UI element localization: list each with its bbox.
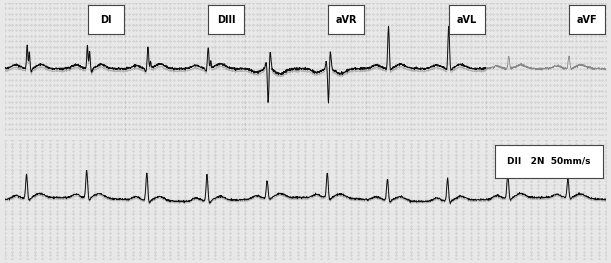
- Text: aVR: aVR: [335, 15, 357, 25]
- Text: aVL: aVL: [456, 15, 477, 25]
- Text: aVF: aVF: [577, 15, 597, 25]
- Text: DIII: DIII: [217, 15, 235, 25]
- Text: DI: DI: [100, 15, 112, 25]
- Text: DII   2N  50mm/s: DII 2N 50mm/s: [507, 157, 591, 166]
